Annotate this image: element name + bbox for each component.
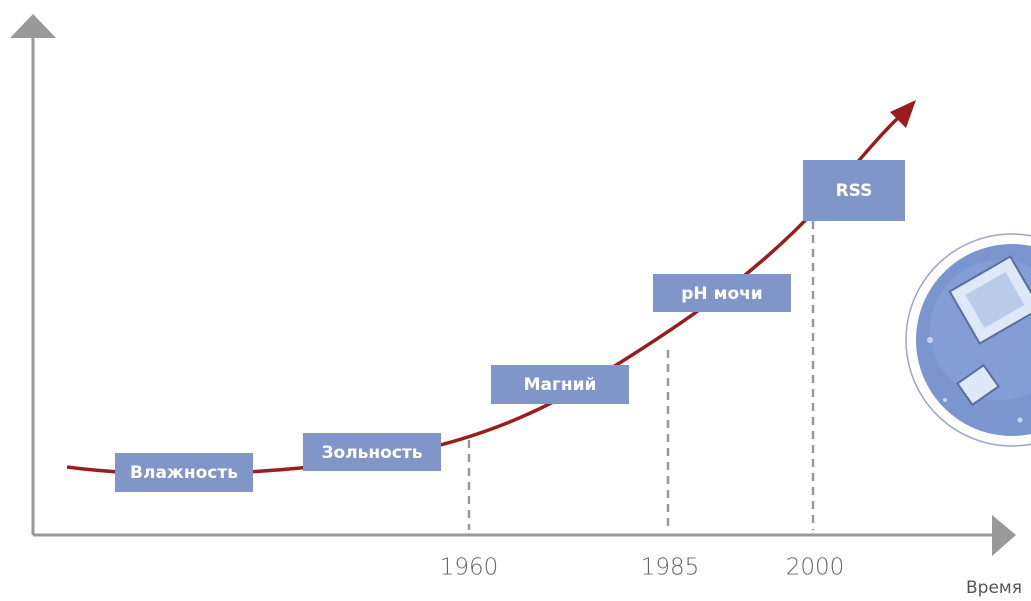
year-label: 2000 — [786, 555, 845, 581]
stage-label: Влажность — [130, 463, 238, 483]
stage-label: RSS — [836, 181, 873, 201]
x-axis-arrow — [992, 515, 1016, 556]
stage-label: Зольность — [321, 443, 422, 463]
stage-box — [491, 365, 629, 404]
year-label: 1985 — [641, 555, 700, 581]
stage-box — [115, 453, 253, 492]
year-label: 1960 — [440, 555, 499, 581]
lens-ring — [905, 233, 1031, 447]
stage-label: pH мочи — [681, 284, 762, 304]
y-axis-arrow — [10, 14, 56, 38]
curve-arrow — [890, 100, 916, 128]
stage-box — [653, 274, 791, 312]
stage-box — [803, 160, 905, 221]
x-axis-label: Время — [966, 578, 1022, 598]
crystal-image — [916, 244, 1031, 436]
stage-label: Магний — [524, 375, 597, 395]
stage-box — [303, 433, 441, 471]
